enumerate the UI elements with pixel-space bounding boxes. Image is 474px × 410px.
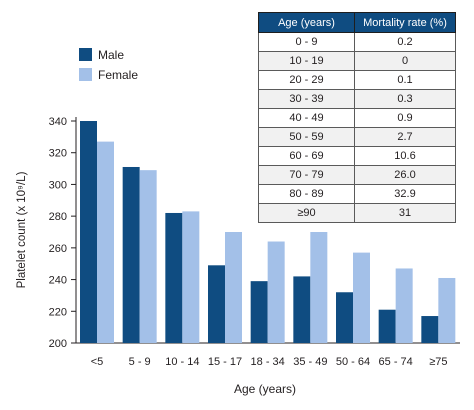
table-cell-age: 30 - 39: [258, 89, 355, 109]
bar-male-5: [293, 276, 311, 343]
legend-label-male: Male: [98, 48, 124, 62]
table-cell-mortality: 26.0: [354, 165, 456, 185]
bar-female-1: [139, 170, 157, 343]
bar-male-6: [336, 292, 353, 343]
legend-label-female: Female: [98, 68, 138, 82]
y-tick-label: 340: [49, 116, 67, 128]
x-tick-label: ≥75: [429, 356, 447, 368]
x-tick-label: 50 - 64: [336, 356, 370, 368]
table-cell-mortality: 0: [354, 51, 456, 71]
bar-female-3: [225, 232, 242, 343]
table-row: 50 - 59 2.7: [258, 127, 456, 147]
table-row: 60 - 69 10.6: [258, 146, 456, 166]
bar-female-7: [395, 268, 413, 343]
table-row: 0 - 9 0.2: [258, 32, 456, 52]
bar-female-5: [310, 232, 328, 343]
table-cell-age: 10 - 19: [258, 51, 355, 71]
y-tick-label: 320: [49, 148, 67, 160]
y-tick-label: 220: [49, 306, 67, 318]
x-tick-label: 18 - 34: [251, 356, 285, 368]
table-cell-age: 40 - 49: [258, 108, 355, 128]
x-axis-label: Age (years): [234, 382, 296, 396]
bar-male-8: [421, 316, 439, 343]
table-cell-mortality: 0.3: [354, 89, 456, 109]
x-tick-label: 65 - 74: [379, 356, 413, 368]
table-row: 40 - 49 0.9: [258, 108, 456, 128]
y-tick-label: 300: [49, 179, 67, 191]
y-tick-label: 200: [49, 338, 67, 350]
bar-female-6: [353, 252, 370, 343]
table-row: 30 - 39 0.3: [258, 89, 456, 109]
y-tick-label: 280: [49, 211, 67, 223]
x-tick-label: 35 - 49: [293, 356, 327, 368]
bar-female-8: [438, 277, 456, 343]
chart-legend: Male Female: [79, 48, 138, 82]
y-axis-label: Platelet count (x 10⁹/L): [16, 171, 28, 288]
table-row: ≥90 31: [258, 203, 456, 223]
x-tick-label: 5 - 9: [129, 356, 151, 368]
bar-female-2: [182, 211, 200, 343]
bar-male-1: [122, 166, 140, 343]
table-row: 10 - 19 0: [258, 51, 456, 71]
table-cell-age: 60 - 69: [258, 146, 355, 166]
table-cell-mortality: 10.6: [354, 146, 456, 166]
table-row: 70 - 79 26.0: [258, 165, 456, 185]
table-cell-age: 70 - 79: [258, 165, 355, 185]
x-tick-label: <5: [91, 356, 104, 368]
table-cell-mortality: 31: [354, 203, 456, 223]
bar-female-4: [267, 241, 285, 343]
bar-male-7: [378, 309, 396, 343]
table-cell-age: 50 - 59: [258, 127, 355, 147]
chart-bars: [80, 121, 456, 343]
bar-female-0: [97, 141, 114, 343]
table-cell-mortality: 0.1: [354, 70, 456, 90]
table-cell-age: 0 - 9: [258, 32, 355, 52]
bar-male-2: [165, 212, 183, 343]
mortality-table: Age (years) Mortality rate (%) 0 - 9 0.2 1…: [258, 12, 456, 223]
table-cell-mortality: 2.7: [354, 127, 456, 147]
table-cell-age: 20 - 29: [258, 70, 355, 90]
x-tick-label: 10 - 14: [165, 356, 199, 368]
legend-swatch-female: [79, 68, 92, 81]
table-cell-age: ≥90: [258, 203, 355, 223]
table-cell-mortality: 32.9: [354, 184, 456, 204]
table-row: 80 - 89 32.9: [258, 184, 456, 204]
y-tick-label: 260: [49, 243, 67, 255]
y-tick-label: 240: [49, 275, 67, 287]
table-header-mortality: Mortality rate (%): [354, 12, 456, 33]
x-tick-label: 15 - 17: [208, 356, 242, 368]
bar-male-0: [80, 121, 97, 343]
table-cell-mortality: 0.2: [354, 32, 456, 52]
table-row: 20 - 29 0.1: [258, 70, 456, 90]
table-header-row: Age (years) Mortality rate (%): [258, 12, 456, 33]
table-header-age: Age (years): [258, 12, 355, 33]
table-cell-age: 80 - 89: [258, 184, 355, 204]
bar-male-3: [208, 265, 225, 343]
chart-axes: 200 220 240 260 280 300 320 340 <5 5 - 9 10 - 14 15…: [49, 116, 460, 368]
bar-male-4: [250, 281, 268, 343]
legend-swatch-male: [79, 48, 92, 61]
table-cell-mortality: 0.9: [354, 108, 456, 128]
